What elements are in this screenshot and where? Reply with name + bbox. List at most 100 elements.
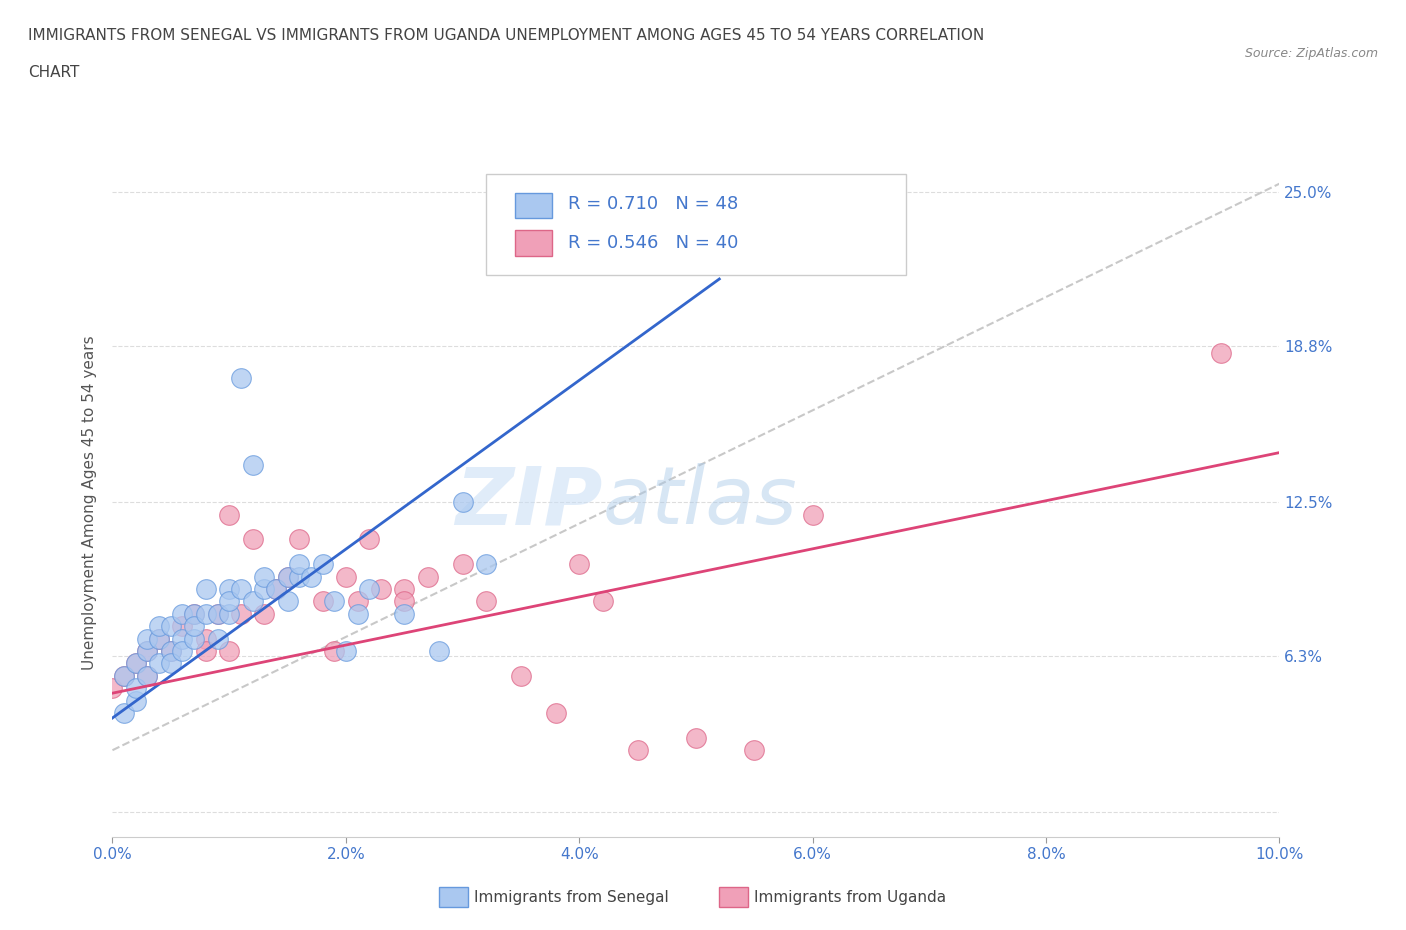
Point (427, 644, 450, 658)
Point (370, 581, 392, 596)
FancyBboxPatch shape (486, 174, 905, 274)
Point (172, 644, 194, 658)
Point (112, 669, 135, 684)
Point (148, 656, 170, 671)
Point (160, 644, 183, 658)
Point (218, 644, 240, 658)
Point (359, 532, 381, 547)
Point (160, 656, 183, 671)
Point (229, 606, 252, 621)
Text: ZIP: ZIP (456, 463, 603, 541)
Point (194, 631, 217, 646)
Point (218, 594, 240, 609)
Text: R = 0.546   N = 40: R = 0.546 N = 40 (568, 234, 738, 252)
FancyBboxPatch shape (515, 193, 553, 219)
Point (172, 631, 194, 646)
Point (148, 631, 170, 646)
Point (626, 743, 648, 758)
Point (392, 606, 416, 621)
Point (475, 594, 498, 609)
Point (136, 669, 159, 684)
Point (207, 606, 229, 621)
Point (1209, 346, 1232, 361)
Point (183, 631, 205, 646)
FancyBboxPatch shape (515, 231, 553, 256)
Point (311, 557, 333, 572)
Point (323, 644, 346, 658)
Text: IMMIGRANTS FROM SENEGAL VS IMMIGRANTS FROM UGANDA UNEMPLOYMENT AMONG AGES 45 TO : IMMIGRANTS FROM SENEGAL VS IMMIGRANTS FR… (28, 28, 984, 43)
Point (276, 594, 298, 609)
Point (264, 581, 287, 596)
Point (276, 569, 298, 584)
Point (136, 644, 159, 658)
Point (288, 532, 311, 547)
Point (112, 706, 135, 721)
Point (125, 656, 148, 671)
Point (194, 581, 217, 596)
Point (136, 644, 159, 658)
Point (242, 458, 264, 472)
Point (136, 669, 159, 684)
Point (218, 581, 240, 596)
Point (568, 557, 591, 572)
Point (299, 569, 322, 584)
Point (218, 507, 240, 522)
Point (323, 594, 346, 609)
Point (229, 371, 252, 386)
Point (194, 606, 217, 621)
Point (207, 631, 229, 646)
Point (288, 557, 311, 572)
Point (207, 606, 229, 621)
Point (335, 569, 357, 584)
Point (125, 693, 148, 708)
Text: Immigrants from Senegal: Immigrants from Senegal (474, 890, 669, 905)
Point (253, 569, 276, 584)
Point (346, 594, 368, 609)
Point (183, 606, 205, 621)
Point (229, 581, 252, 596)
Text: Source: ZipAtlas.com: Source: ZipAtlas.com (1244, 46, 1378, 60)
Point (253, 606, 276, 621)
Point (160, 618, 183, 633)
Point (194, 644, 217, 658)
Point (242, 532, 264, 547)
Point (242, 594, 264, 609)
Point (685, 730, 707, 745)
Point (416, 569, 439, 584)
Point (148, 631, 170, 646)
Point (264, 581, 287, 596)
Point (125, 656, 148, 671)
Point (218, 606, 240, 621)
Point (509, 669, 531, 684)
Point (148, 618, 170, 633)
Point (288, 569, 311, 584)
Point (451, 495, 474, 510)
Point (451, 557, 474, 572)
Point (742, 743, 765, 758)
FancyBboxPatch shape (439, 887, 468, 908)
Text: R = 0.710   N = 48: R = 0.710 N = 48 (568, 195, 738, 213)
FancyBboxPatch shape (720, 887, 748, 908)
Point (359, 581, 381, 596)
Point (125, 681, 148, 696)
Point (276, 569, 298, 584)
Point (172, 618, 194, 633)
Point (392, 581, 416, 596)
Point (544, 706, 567, 721)
Point (392, 594, 416, 609)
Y-axis label: Unemployment Among Ages 45 to 54 years: Unemployment Among Ages 45 to 54 years (82, 335, 97, 670)
Point (311, 594, 333, 609)
Point (101, 681, 124, 696)
Point (335, 644, 357, 658)
Text: atlas: atlas (603, 463, 797, 541)
Text: CHART: CHART (28, 65, 80, 80)
Point (253, 581, 276, 596)
Point (183, 606, 205, 621)
Text: Immigrants from Uganda: Immigrants from Uganda (754, 890, 946, 905)
Point (346, 606, 368, 621)
Point (160, 644, 183, 658)
Point (183, 618, 205, 633)
Point (172, 606, 194, 621)
Point (801, 507, 824, 522)
Point (112, 669, 135, 684)
